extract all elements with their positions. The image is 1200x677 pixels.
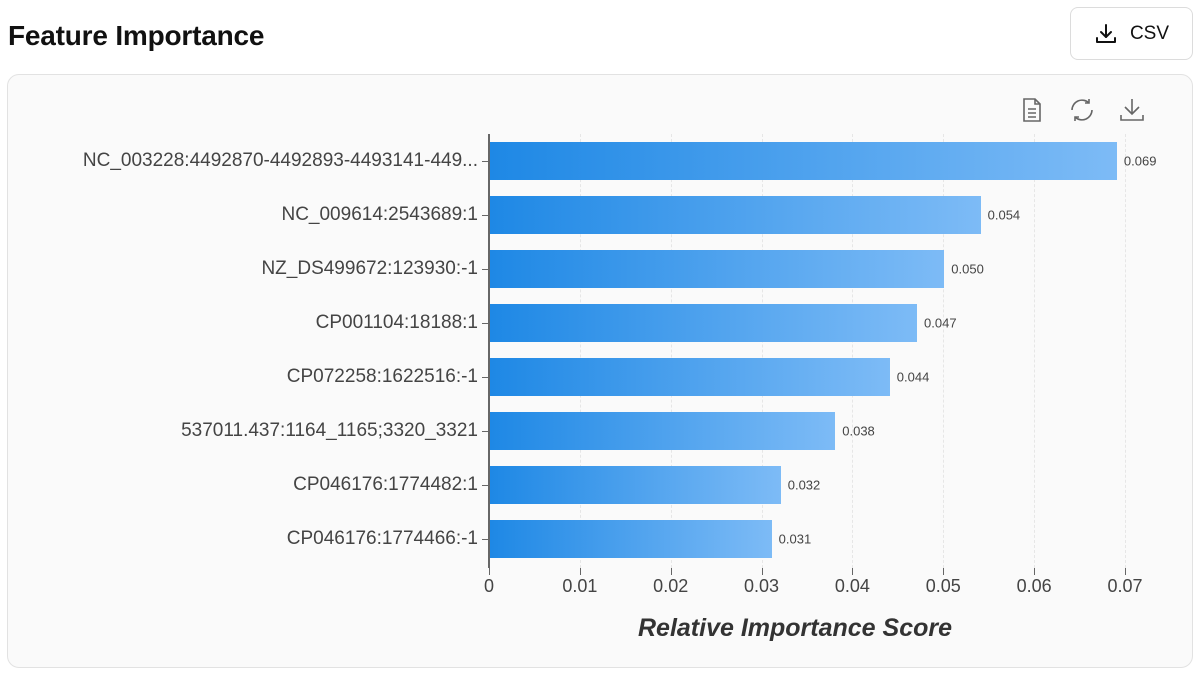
document-icon[interactable]	[1018, 96, 1046, 124]
y-category-label: NC_003228:4492870-4492893-4493141-449...	[82, 150, 478, 171]
x-tick-label: 0.03	[744, 576, 780, 596]
download-icon[interactable]	[1118, 96, 1146, 124]
y-category-label: CP046176:1774482:1	[293, 474, 478, 495]
y-category-label: NC_009614:2543689:1	[281, 204, 478, 225]
y-axis-line	[488, 134, 490, 568]
bar[interactable]	[490, 304, 918, 342]
bar-value-label: 0.044	[896, 369, 930, 385]
y-category-label: 537011.437:1164_1165;3320_3321	[181, 420, 478, 441]
bar-value-label: 0.050	[951, 261, 984, 277]
x-tick-mark	[852, 568, 854, 575]
x-tick-mark	[1034, 568, 1036, 575]
gridline	[1034, 134, 1036, 568]
bar[interactable]	[490, 358, 890, 396]
gridline	[761, 134, 763, 568]
y-tick-mark	[482, 431, 489, 432]
csv-download-button[interactable]: CSV	[1070, 7, 1193, 60]
x-tick-mark	[489, 568, 490, 575]
refresh-icon[interactable]	[1068, 96, 1096, 124]
x-tick-label: 0.05	[925, 576, 961, 596]
gridline	[852, 134, 854, 568]
x-tick-mark	[1125, 568, 1126, 575]
x-tick-label: 0.02	[653, 576, 689, 596]
gridline	[670, 134, 672, 568]
bar-value-label: 0.038	[842, 423, 875, 439]
page-title: Feature Importance	[8, 20, 265, 51]
x-tick-label: 0.07	[1107, 576, 1143, 596]
x-tick-mark	[761, 568, 763, 575]
bar[interactable]	[490, 196, 981, 234]
x-tick-label: 0.06	[1016, 576, 1052, 596]
x-axis-title: Relative Importance Score	[638, 614, 953, 642]
y-category-label: CP072258:1622516:-1	[286, 366, 478, 387]
x-tick-mark	[579, 568, 581, 575]
bar-value-label: 0.047	[924, 315, 957, 331]
x-tick-label: 0.01	[562, 576, 598, 596]
y-tick-mark	[482, 269, 489, 270]
chart-toolbox	[1018, 96, 1146, 124]
gridline	[579, 134, 581, 568]
y-tick-mark	[482, 215, 489, 216]
bar-value-label: 0.032	[787, 477, 821, 493]
gridline	[943, 134, 945, 568]
bar[interactable]	[490, 520, 772, 558]
bar[interactable]	[490, 412, 836, 450]
gridline	[1125, 134, 1126, 568]
bar[interactable]	[490, 142, 1117, 180]
y-category-label: CP046176:1774466:-1	[286, 528, 478, 549]
y-tick-mark	[482, 377, 489, 378]
download-icon	[1095, 23, 1116, 43]
x-tick-mark	[943, 568, 945, 575]
bar-value-label: 0.069	[1123, 153, 1157, 169]
y-category-label: CP001104:18188:1	[315, 312, 478, 333]
bar[interactable]	[490, 466, 781, 504]
x-tick-label: 0.04	[834, 576, 870, 596]
x-tick-label: 0	[483, 576, 495, 596]
y-tick-mark	[482, 485, 489, 486]
y-tick-mark	[482, 539, 489, 540]
bar-value-label: 0.054	[987, 207, 1021, 223]
bar[interactable]	[490, 250, 945, 288]
y-tick-mark	[482, 323, 489, 324]
y-category-label: NZ_DS499672:123930:-1	[261, 258, 478, 279]
y-tick-mark	[482, 161, 489, 162]
x-tick-mark	[670, 568, 672, 575]
csv-button-label: CSV	[1129, 22, 1170, 44]
bar-value-label: 0.031	[778, 531, 812, 547]
header: Feature Importance CSV	[0, 0, 1200, 74]
